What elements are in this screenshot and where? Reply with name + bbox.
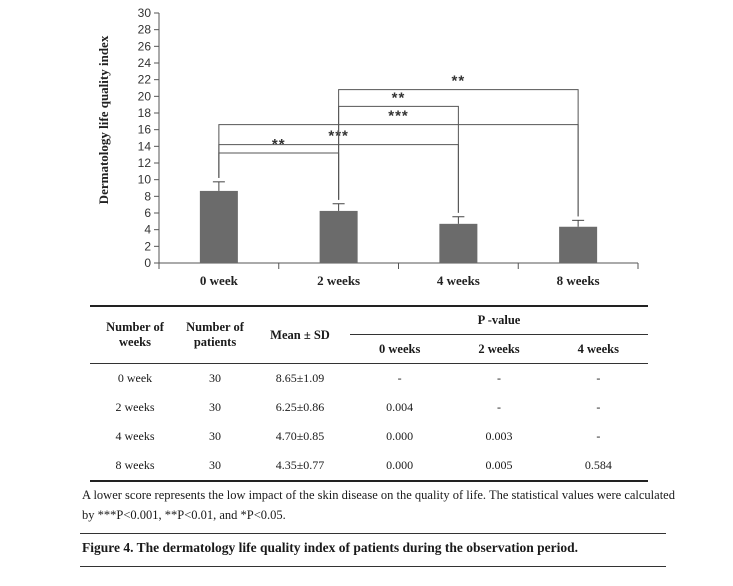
y-tick-label: 26 xyxy=(138,39,152,53)
y-tick-label: 8 xyxy=(144,189,151,203)
cell-p2: 0.003 xyxy=(485,429,513,443)
y-tick-label: 12 xyxy=(138,156,152,170)
x-tick-label: 2 weeks xyxy=(317,273,360,288)
cell-p4: - xyxy=(596,429,601,443)
header-pvalue: P -value xyxy=(350,305,648,335)
y-tick-label: 24 xyxy=(138,56,152,70)
caption-divider xyxy=(80,533,666,534)
y-tick-label: 28 xyxy=(138,23,152,37)
table-row: 8 weeks 30 4.35±0.77 0.000 0.005 0.584 xyxy=(90,451,648,482)
cell-weeks: 0 week xyxy=(117,371,153,385)
cell-patients: 30 xyxy=(209,371,221,385)
header-p0: 0 weeks xyxy=(379,341,421,356)
y-tick-label: 0 xyxy=(144,256,151,270)
bar xyxy=(319,210,358,263)
cell-p2: 0.005 xyxy=(449,451,549,482)
cell-patients: 30 xyxy=(209,400,221,414)
significance-brackets: ** ********** xyxy=(218,73,579,217)
y-tick-label: 20 xyxy=(138,89,152,103)
significance-bracket xyxy=(338,89,579,217)
bar xyxy=(439,223,478,263)
x-tick-label: 0 week xyxy=(200,273,239,288)
header-p4: 4 weeks xyxy=(577,341,619,356)
category-labels: 0 week 2 weeks 4 weeks 8 weeks xyxy=(200,273,600,288)
header-p2: 2 weeks xyxy=(478,341,520,356)
y-tick-label: 4 xyxy=(144,223,151,237)
error-bars xyxy=(212,181,585,227)
cell-mean: 8.65±1.09 xyxy=(275,371,325,385)
bars xyxy=(199,190,598,263)
cell-mean: 4.35±0.77 xyxy=(250,451,350,482)
cell-p2: - xyxy=(496,400,501,414)
table-row: 4 weeks 30 4.70±0.85 0.000 0.003 - xyxy=(90,422,648,451)
table-row: 2 weeks 30 6.25±0.86 0.004 - - xyxy=(90,393,648,422)
y-tick-label: 30 xyxy=(138,6,152,20)
header-patients: Number of patients xyxy=(180,305,250,363)
significance-label: ** xyxy=(452,73,466,90)
header-mean: Mean ± SD xyxy=(250,305,350,363)
cell-p0: 0.000 xyxy=(386,429,414,443)
y-tick-label: 16 xyxy=(138,123,152,137)
cell-mean: 6.25±0.86 xyxy=(275,400,325,414)
cell-p4: 0.584 xyxy=(548,451,648,482)
cell-p0: 0.004 xyxy=(386,400,414,414)
bar xyxy=(559,226,598,263)
x-tick-label: 8 weeks xyxy=(557,273,600,288)
footnote: A lower score represents the low impact … xyxy=(82,488,675,522)
y-tick-label: 22 xyxy=(138,73,152,87)
cell-patients: 30 xyxy=(180,451,250,482)
cell-weeks: 8 weeks xyxy=(90,451,180,482)
y-tick-label: 18 xyxy=(138,106,152,120)
statistics-table: Number of weeks Number of patients Mean … xyxy=(90,305,648,482)
cell-weeks: 2 weeks xyxy=(115,400,155,414)
header-weeks: Number of weeks xyxy=(90,305,180,363)
cell-weeks: 4 weeks xyxy=(115,429,155,443)
y-tick-label: 2 xyxy=(144,239,151,253)
cell-p4: - xyxy=(596,371,601,385)
y-tick-label: 6 xyxy=(144,206,151,220)
chart-axes xyxy=(158,13,639,269)
cell-p0: - xyxy=(397,371,402,385)
cell-p0: 0.000 xyxy=(350,451,450,482)
y-axis-label: Dermatology life quality index xyxy=(96,35,111,204)
y-tick-label: 10 xyxy=(138,173,152,187)
bar xyxy=(199,190,238,263)
table-row: 0 week 30 8.65±1.09 - - - xyxy=(90,364,648,394)
y-tick-label: 14 xyxy=(138,139,152,153)
cell-p4: - xyxy=(596,400,601,414)
caption-divider xyxy=(80,566,666,567)
significance-label: ** xyxy=(392,89,406,106)
x-tick-label: 4 weeks xyxy=(437,273,480,288)
figure-caption: Figure 4. The dermatology life quality i… xyxy=(82,540,579,555)
cell-mean: 4.70±0.85 xyxy=(275,429,325,443)
significance-label: *** xyxy=(388,108,409,125)
cell-p2: - xyxy=(496,371,501,385)
cell-patients: 30 xyxy=(209,429,221,443)
